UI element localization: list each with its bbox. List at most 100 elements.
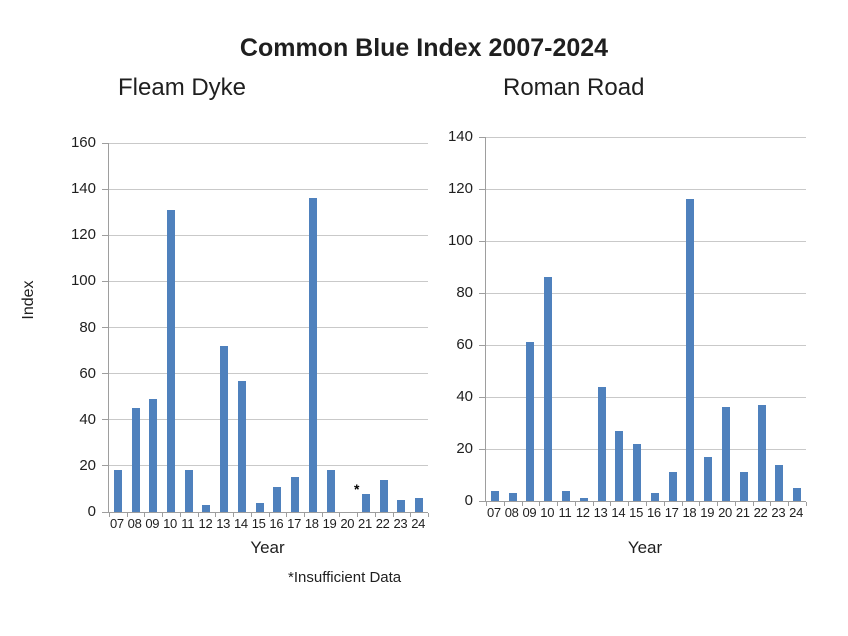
y-axis-tick	[479, 292, 486, 294]
bar	[308, 198, 317, 512]
x-axis-tick-labels: 07 08 09 10 11 12 13 14 15 16 17 18 19 20 21 22 23 24	[108, 516, 427, 534]
x-axis-tick	[197, 513, 199, 517]
x-axis-tick	[717, 502, 719, 506]
bar	[361, 494, 370, 512]
bar	[579, 498, 588, 501]
gridline	[486, 188, 806, 190]
gridline	[486, 292, 806, 294]
x-axis-tick	[109, 513, 110, 517]
x-tick-label: 10	[163, 516, 177, 531]
x-axis-tick	[392, 513, 394, 517]
x-axis-tick	[286, 513, 288, 517]
x-axis-tick	[179, 513, 181, 517]
chart-roman-road: Roman Road 0 20 40 60 80 100 120 140 07 08 09 10 11…	[440, 70, 848, 610]
y-tick-label: 60	[456, 336, 473, 353]
x-axis-tick	[539, 502, 541, 506]
bar	[562, 491, 570, 501]
x-axis-tick	[521, 502, 523, 506]
x-axis-tick-labels: 07 08 09 10 11 12 13 14 15 16 17 18 19 20 21 22 23 24	[485, 505, 805, 523]
x-axis-tick	[303, 513, 305, 517]
gridline	[486, 136, 806, 138]
x-axis-tick	[321, 513, 323, 517]
x-tick-label: 20	[340, 516, 355, 531]
x-tick-label: 12	[198, 516, 213, 531]
x-tick-label: 22	[375, 516, 390, 531]
x-axis-tick	[374, 513, 376, 517]
x-tick-label: 19	[700, 505, 715, 520]
bar	[650, 493, 659, 501]
x-axis-tick	[357, 513, 359, 517]
x-axis-tick	[233, 513, 235, 517]
bar	[326, 470, 335, 512]
x-axis-tick	[788, 502, 790, 506]
y-axis-tick	[479, 188, 486, 190]
y-tick-label: 100	[447, 232, 473, 249]
gridline	[109, 419, 428, 421]
insufficient-data-footnote: *Insufficient Data	[288, 569, 402, 586]
bar	[113, 470, 122, 512]
y-axis-tick	[479, 500, 486, 502]
gridline	[109, 373, 428, 375]
y-tick-label: 40	[79, 410, 96, 428]
bar	[149, 399, 158, 512]
plot-area: *	[102, 142, 429, 517]
y-axis-tick-labels: 0 20 40 60 80 100 120 140	[425, 70, 473, 509]
y-axis-tick	[102, 465, 109, 467]
y-axis-tick	[102, 188, 109, 190]
x-axis-tick	[592, 502, 594, 506]
y-axis-tick	[102, 234, 109, 236]
x-axis-tick	[681, 502, 683, 506]
y-tick-label: 120	[70, 226, 96, 244]
gridline	[109, 188, 428, 190]
x-tick-label: 11	[558, 505, 572, 520]
x-axis-tick	[646, 502, 647, 506]
x-axis-tick	[752, 502, 754, 506]
x-axis-tick	[215, 513, 217, 517]
y-tick-label: 140	[447, 128, 473, 145]
bar	[739, 472, 748, 501]
y-axis-tick	[479, 396, 486, 398]
x-axis-tick	[806, 502, 807, 506]
y-tick-label: 0	[87, 503, 96, 520]
y-axis-tick	[479, 344, 486, 346]
bar	[415, 498, 424, 512]
bar	[255, 503, 264, 512]
y-axis-tick	[102, 419, 109, 421]
bar	[184, 470, 193, 512]
y-axis-tick	[102, 142, 109, 144]
x-axis-title: Year	[250, 538, 285, 557]
bar	[291, 477, 300, 512]
x-tick-label: 13	[216, 516, 231, 531]
bar	[131, 408, 140, 512]
gridline	[109, 465, 428, 467]
bar	[508, 493, 517, 501]
bar	[668, 472, 677, 501]
x-axis-tick	[770, 502, 772, 506]
x-tick-label: 11	[181, 516, 195, 531]
x-tick-label: 10	[540, 505, 555, 520]
y-tick-label: 40	[456, 388, 473, 405]
bar	[379, 480, 388, 512]
x-tick-label: 08	[127, 516, 142, 531]
gridline	[486, 396, 806, 398]
bar	[544, 277, 553, 501]
x-tick-label: 22	[753, 505, 768, 520]
y-tick-label: 0	[464, 492, 473, 509]
gridline	[486, 344, 806, 346]
y-tick-label: 60	[79, 364, 96, 382]
bar	[220, 346, 229, 512]
gridline	[486, 448, 806, 450]
x-tick-label: 18	[304, 516, 319, 531]
y-axis-tick	[479, 240, 486, 242]
insufficient-data-asterisk: *	[353, 480, 360, 497]
x-axis-tick	[486, 502, 487, 506]
x-tick-label: 13	[593, 505, 608, 520]
x-axis-tick	[410, 513, 412, 517]
plot-area	[479, 136, 807, 506]
x-axis-tick	[339, 513, 341, 517]
bar	[237, 381, 246, 512]
bar	[722, 407, 730, 501]
bar	[526, 342, 535, 501]
x-axis-tick	[663, 502, 665, 506]
